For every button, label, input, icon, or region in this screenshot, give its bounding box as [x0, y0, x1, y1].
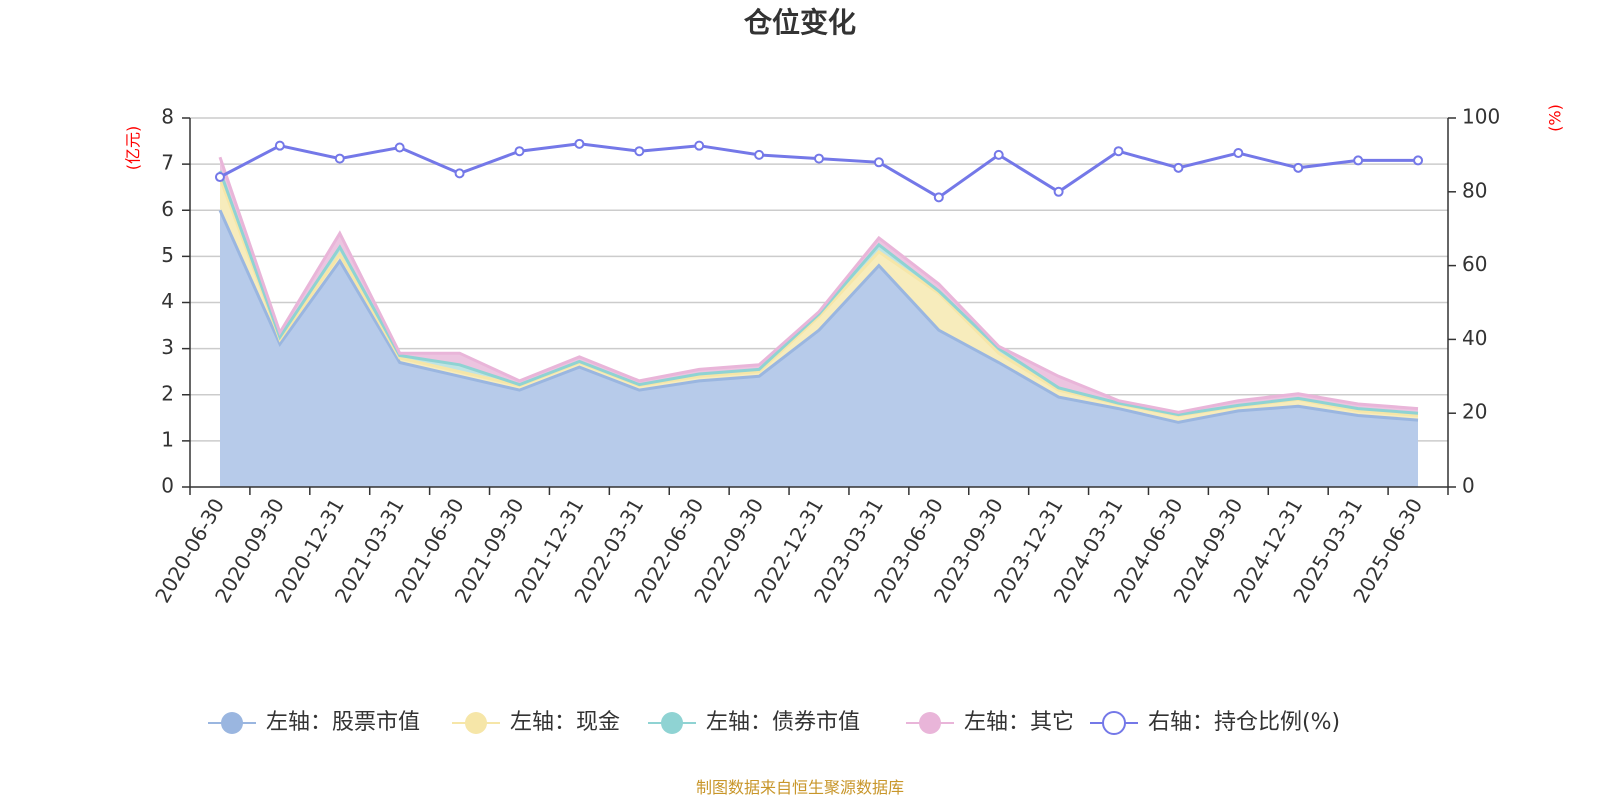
- legend-label: 左轴：其它: [964, 710, 1074, 735]
- ratio-point[interactable]: [933, 192, 944, 203]
- right-axis-tick-label: 60: [1462, 252, 1487, 276]
- legend-marker: [465, 712, 487, 734]
- legend-marker: [919, 712, 941, 734]
- ratio-point[interactable]: [993, 149, 1004, 160]
- ratio-point[interactable]: [754, 149, 765, 160]
- area-edge-左轴：其它: [218, 156, 1419, 414]
- left-axis-tick-label: 8: [161, 105, 174, 129]
- ratio-point[interactable]: [694, 140, 705, 151]
- ratio-point[interactable]: [1413, 155, 1424, 166]
- area-edge-左轴：债券市值: [218, 170, 1419, 417]
- ratio-point[interactable]: [1233, 148, 1244, 159]
- left-axis-unit: (亿元): [124, 126, 143, 171]
- left-axis-tick-label: 6: [161, 197, 174, 221]
- ratio-point[interactable]: [574, 138, 585, 149]
- ratio-point[interactable]: [454, 168, 465, 179]
- ratio-point[interactable]: [394, 142, 405, 153]
- ratio-point[interactable]: [814, 153, 824, 164]
- ratio-line: [214, 138, 1424, 203]
- area-edge-左轴：股票市值: [218, 209, 1419, 424]
- ratio-point[interactable]: [1293, 162, 1304, 173]
- left-axis-tick-label: 4: [161, 289, 174, 313]
- left-axis-tick-label: 2: [161, 381, 174, 405]
- right-axis-unit: (%): [1546, 104, 1565, 132]
- legend-item[interactable]: 左轴：其它: [906, 710, 1074, 735]
- chart-title: 仓位变化: [744, 6, 856, 39]
- left-axis-tick-label: 7: [161, 151, 174, 175]
- stacked-areas: [218, 156, 1419, 488]
- ratio-point[interactable]: [1173, 162, 1184, 173]
- legend-label: 右轴：持仓比例(%): [1148, 710, 1340, 735]
- right-axis-tick-label: 0: [1462, 474, 1475, 498]
- right-axis-tick-label: 40: [1462, 326, 1487, 350]
- left-axis-tick-label: 3: [161, 335, 174, 359]
- legend-label: 左轴：现金: [510, 710, 620, 735]
- ratio-point[interactable]: [873, 157, 884, 168]
- source-note: 制图数据来自恒生聚源数据库: [696, 778, 904, 797]
- legend-item[interactable]: 左轴：现金: [452, 710, 620, 735]
- right-axis-tick-label: 20: [1462, 400, 1487, 424]
- left-axis-tick-label: 1: [161, 427, 174, 451]
- legend-item[interactable]: 左轴：股票市值: [208, 710, 420, 735]
- legend-item[interactable]: 左轴：债券市值: [648, 710, 860, 735]
- ratio-point[interactable]: [1353, 155, 1364, 166]
- ratio-point[interactable]: [334, 153, 345, 164]
- ratio-point[interactable]: [514, 146, 525, 157]
- ratio-point[interactable]: [1113, 146, 1124, 157]
- legend-label: 左轴：债券市值: [706, 710, 860, 735]
- legend-label: 左轴：股票市值: [266, 710, 420, 735]
- area-左轴：股票市值: [220, 210, 1418, 488]
- ratio-point[interactable]: [634, 146, 645, 157]
- legend: 左轴：股票市值 左轴：现金 左轴：债券市值 左轴：其它 右轴：持仓比例(%): [208, 710, 1340, 735]
- legend-item[interactable]: 右轴：持仓比例(%): [1090, 710, 1340, 735]
- right-axis-tick-label: 100: [1462, 105, 1500, 129]
- legend-marker: [221, 712, 243, 734]
- ratio-point[interactable]: [274, 140, 285, 151]
- ratio-point[interactable]: [214, 172, 225, 183]
- ratio-point[interactable]: [1053, 186, 1064, 197]
- left-axis-tick-label: 0: [161, 474, 174, 498]
- left-axis-tick-label: 5: [161, 243, 174, 267]
- legend-marker: [1102, 711, 1126, 735]
- legend-marker: [661, 712, 683, 734]
- right-axis-tick-label: 80: [1462, 178, 1487, 202]
